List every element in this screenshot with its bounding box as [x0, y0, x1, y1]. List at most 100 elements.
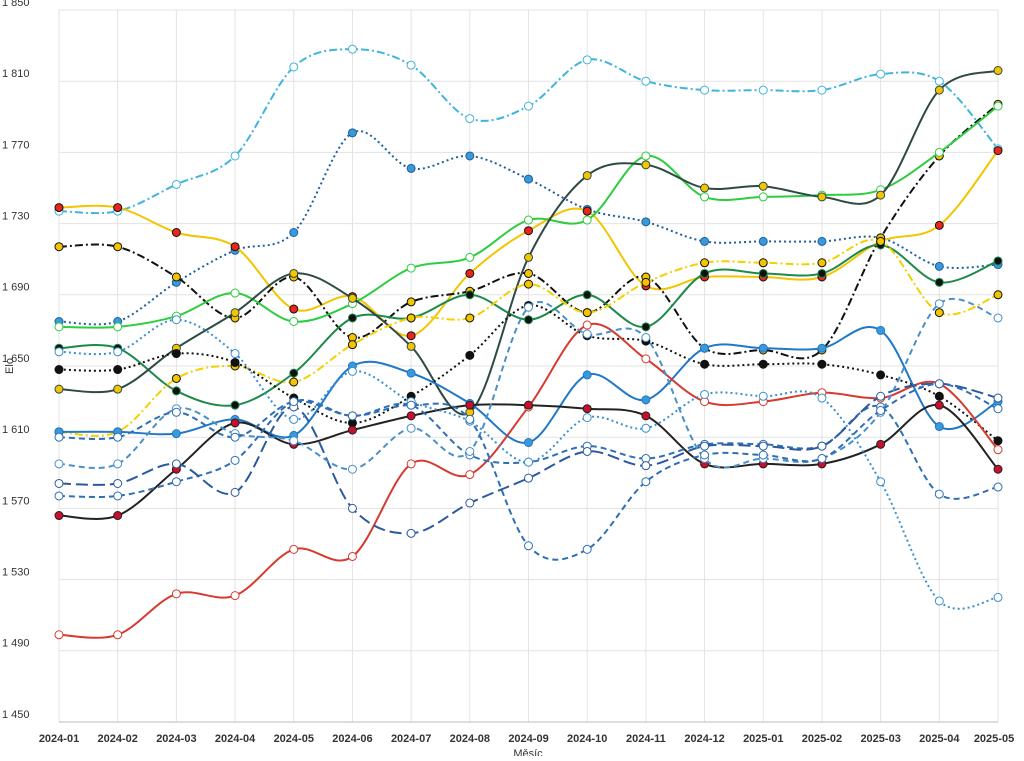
point: [876, 69, 886, 79]
point: [641, 277, 651, 287]
point: [406, 60, 416, 70]
point: [113, 203, 123, 213]
point: [876, 391, 886, 401]
point: [641, 322, 651, 332]
point: [700, 85, 710, 95]
point: [758, 343, 768, 353]
point: [347, 411, 357, 421]
x-tick-label: 2025-04: [919, 733, 960, 745]
x-tick-label: 2025-03: [860, 733, 900, 745]
x-tick-label: 2024-11: [626, 733, 666, 745]
x-tick-label: 2024-03: [156, 733, 196, 745]
point: [289, 397, 299, 407]
point: [406, 459, 416, 469]
point: [524, 473, 533, 483]
point: [934, 308, 944, 318]
point: [524, 101, 533, 111]
point: [54, 242, 64, 252]
point: [113, 432, 123, 442]
point: [347, 313, 357, 323]
y-tick-label: 1 570: [2, 495, 30, 507]
point: [113, 347, 123, 357]
x-tick-label: 2024-10: [567, 733, 607, 745]
point: [817, 85, 827, 95]
point: [582, 404, 592, 414]
y-tick-label: 1 530: [2, 567, 30, 579]
point: [934, 379, 944, 389]
point: [347, 44, 357, 54]
point: [524, 226, 533, 236]
point: [876, 325, 886, 335]
y-tick-label: 1 770: [2, 139, 30, 151]
point: [465, 470, 475, 480]
point: [230, 432, 240, 442]
point: [406, 423, 416, 433]
point: [700, 258, 710, 268]
point: [758, 359, 768, 369]
y-axis-label: Elo: [4, 358, 16, 374]
point: [758, 236, 768, 246]
point: [582, 290, 592, 300]
point: [347, 551, 357, 561]
point: [934, 422, 944, 432]
x-tick-label: 2024-12: [684, 733, 724, 745]
point: [934, 277, 944, 287]
point: [171, 228, 181, 237]
point: [171, 407, 181, 417]
x-tick-label: 2024-09: [508, 733, 548, 745]
series-line: [58, 130, 999, 326]
point: [347, 366, 357, 376]
point: [758, 268, 768, 278]
point: [465, 400, 475, 410]
point: [113, 322, 123, 332]
point: [993, 404, 1003, 414]
point: [582, 446, 592, 456]
point: [54, 384, 64, 394]
point: [582, 215, 592, 225]
point: [993, 290, 1003, 300]
point: [113, 511, 123, 521]
point: [171, 349, 181, 359]
y-tick-label: 1 610: [2, 424, 30, 436]
point: [230, 487, 240, 497]
y-tick-label: 1 650: [2, 353, 30, 365]
point: [582, 544, 592, 554]
point: [876, 406, 886, 415]
point: [993, 313, 1003, 323]
point: [758, 441, 768, 451]
point: [993, 256, 1003, 266]
point: [465, 268, 475, 278]
point: [54, 459, 64, 469]
point: [465, 151, 475, 161]
point: [465, 290, 475, 300]
point: [758, 450, 768, 460]
point: [758, 181, 768, 191]
point: [582, 55, 592, 65]
point: [230, 151, 240, 161]
x-tick-label: 2024-01: [39, 733, 79, 745]
point: [641, 461, 651, 471]
y-tick-label: 1 450: [2, 709, 30, 721]
point: [54, 478, 64, 488]
point: [230, 308, 240, 318]
point: [230, 418, 240, 428]
point: [347, 293, 357, 303]
point: [406, 163, 416, 173]
point: [524, 541, 533, 551]
point: [700, 343, 710, 353]
point: [289, 304, 299, 314]
point: [641, 333, 651, 343]
point: [289, 62, 299, 72]
point: [758, 192, 768, 202]
point: [641, 217, 651, 227]
point: [934, 76, 944, 86]
point: [465, 252, 475, 262]
point: [465, 114, 475, 124]
y-tick-label: 1 810: [2, 68, 30, 80]
point: [817, 258, 827, 268]
x-axis-label: Měsíc: [513, 748, 543, 756]
point: [524, 438, 533, 448]
point: [700, 236, 710, 246]
point: [171, 429, 181, 439]
